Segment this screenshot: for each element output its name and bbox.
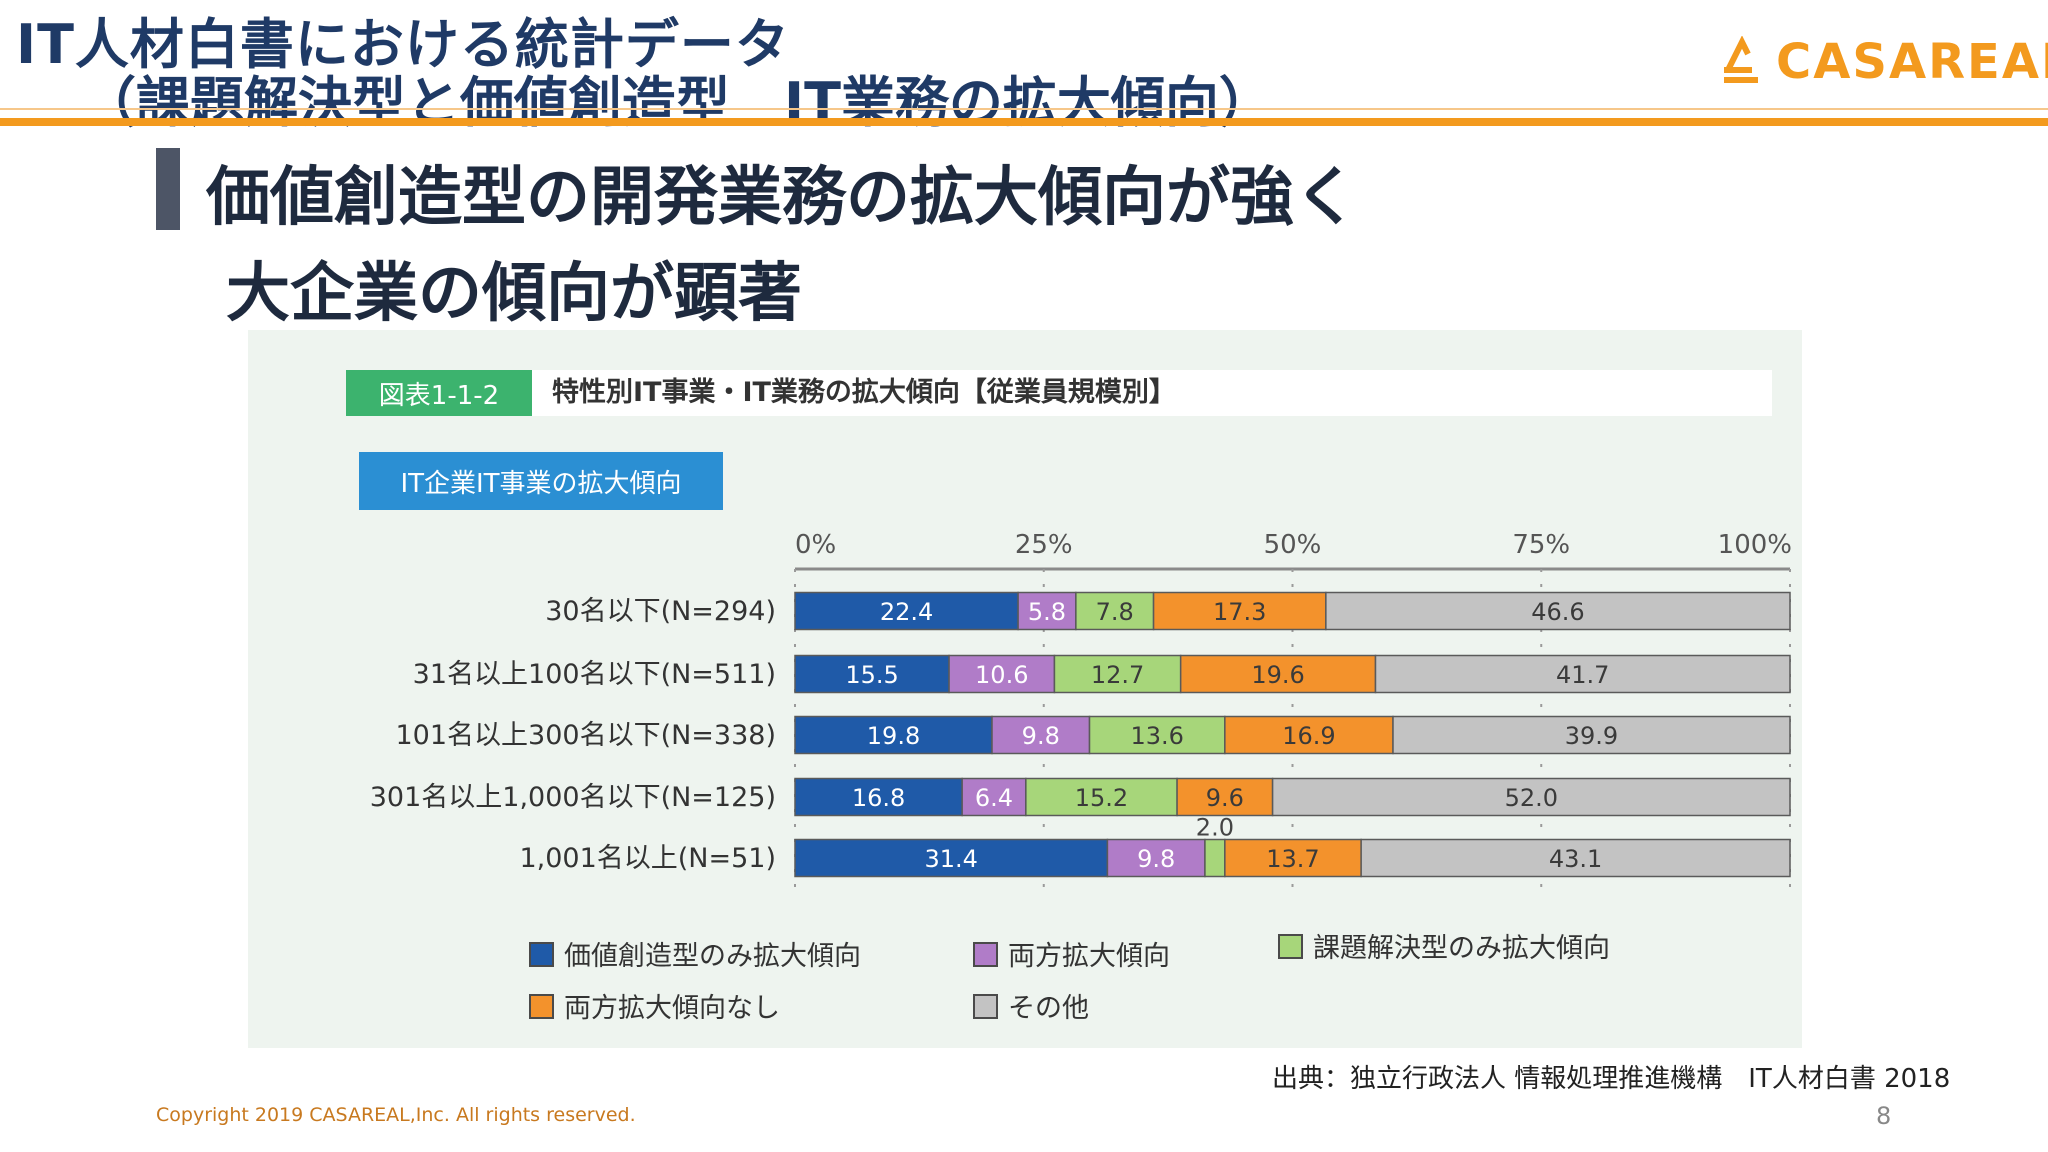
legend-label: 両方拡大傾向なし	[564, 993, 780, 1024]
header-divider	[0, 118, 2048, 126]
bar-segment	[1271, 777, 1791, 817]
data-label: 9.6	[1206, 784, 1244, 812]
data-label: 15.2	[1075, 784, 1128, 812]
data-label: 19.8	[867, 722, 920, 750]
data-label: 52.0	[1505, 784, 1558, 812]
data-label: 43.1	[1549, 845, 1602, 873]
page-number: 8	[1876, 1102, 1892, 1130]
data-label: 15.5	[845, 661, 898, 689]
x-tick-label: 0%	[795, 530, 836, 560]
data-label: 41.7	[1556, 661, 1609, 689]
bar-segment	[1325, 591, 1791, 631]
bar-segment	[1204, 838, 1226, 878]
category-label: 101名以上300名以下(N=338)	[396, 720, 777, 751]
category-label: 31名以上100名以下(N=511)	[413, 659, 776, 690]
bar-segment	[1179, 654, 1377, 694]
data-label: 46.6	[1531, 598, 1584, 626]
data-label: 2.0	[1196, 814, 1234, 842]
data-label: 12.7	[1091, 661, 1144, 689]
category-label: 30名以下(N=294)	[545, 596, 776, 627]
chart-subtitle-tag: IT企業IT事業の拡大傾向	[359, 452, 723, 510]
x-tick-label: 25%	[1015, 530, 1073, 560]
logo-text: CASAREAL	[1776, 34, 2048, 90]
legend-label: 両方拡大傾向	[1008, 941, 1170, 972]
data-label: 9.8	[1137, 845, 1175, 873]
data-label: 16.9	[1282, 722, 1335, 750]
header-thin-divider	[0, 108, 2048, 110]
bar-segment	[1017, 591, 1077, 631]
bar-segment	[1025, 777, 1178, 817]
legend-swatch	[1278, 934, 1303, 959]
logo-mark-icon	[1724, 36, 1758, 83]
legend-label: その他	[1008, 993, 1089, 1024]
legend-swatch	[529, 994, 554, 1019]
bar-segment	[1224, 715, 1394, 755]
data-label: 39.9	[1565, 722, 1618, 750]
data-label: 17.3	[1213, 598, 1266, 626]
data-label: 6.4	[975, 784, 1013, 812]
data-label: 9.8	[1022, 722, 1060, 750]
figure-title-box: 特性別IT事業・IT業務の拡大傾向【従業員規模別】	[532, 370, 1772, 416]
data-label: 10.6	[975, 661, 1028, 689]
data-label: 31.4	[924, 845, 977, 873]
legend-swatch	[973, 994, 998, 1019]
legend-label: 価値創造型のみ拡大傾向	[564, 941, 861, 972]
source-citation: 出典：独立行政法人 情報処理推進機構 IT人材白書 2018	[1272, 1064, 1951, 1094]
category-label: 301名以上1,000名以下(N=125)	[370, 782, 776, 813]
bar-segment	[1360, 838, 1791, 878]
x-tick-label: 100%	[1718, 530, 1792, 560]
bar-segment	[1176, 777, 1274, 817]
bar-segment	[1075, 591, 1155, 631]
bar-segment	[1392, 715, 1791, 755]
data-label: 19.6	[1251, 661, 1304, 689]
legend-swatch	[973, 942, 998, 967]
category-label: 1,001名以上(N=51)	[519, 843, 776, 874]
x-tick-label: 75%	[1512, 530, 1570, 560]
headline-accent-bar	[156, 148, 180, 230]
figure-title: 特性別IT事業・IT業務の拡大傾向【従業員規模別】	[552, 377, 1176, 408]
bar-segment	[794, 777, 963, 817]
legend-label: 課題解決型のみ拡大傾向	[1313, 933, 1610, 964]
figure-number-tag: 図表1-1-2	[346, 370, 532, 416]
casareal-logo: CASAREAL	[1718, 34, 2048, 90]
bar-segment	[1106, 838, 1206, 878]
data-label: 5.8	[1028, 598, 1066, 626]
data-label: 13.6	[1130, 722, 1183, 750]
bar-segment	[961, 777, 1027, 817]
bar-segment	[1374, 654, 1791, 694]
data-label: 22.4	[880, 598, 933, 626]
legend-swatch	[529, 942, 554, 967]
data-label: 16.8	[852, 784, 905, 812]
bar-segment	[1088, 715, 1226, 755]
copyright-notice: Copyright 2019 CASAREAL,Inc. All rights …	[156, 1104, 636, 1126]
headline-line2: 大企業の傾向が顕著	[226, 257, 802, 331]
bar-segment	[794, 591, 1019, 631]
data-label: 7.8	[1096, 598, 1134, 626]
bar-segment	[948, 654, 1056, 694]
bar-segment	[794, 715, 993, 755]
bar-segment	[1053, 654, 1182, 694]
data-label: 13.7	[1266, 845, 1319, 873]
headline-line1: 価値創造型の開発業務の拡大傾向が強く	[206, 161, 1358, 235]
slide-title-line1: IT人材白書における統計データ	[16, 13, 790, 76]
x-tick-label: 50%	[1264, 530, 1322, 560]
